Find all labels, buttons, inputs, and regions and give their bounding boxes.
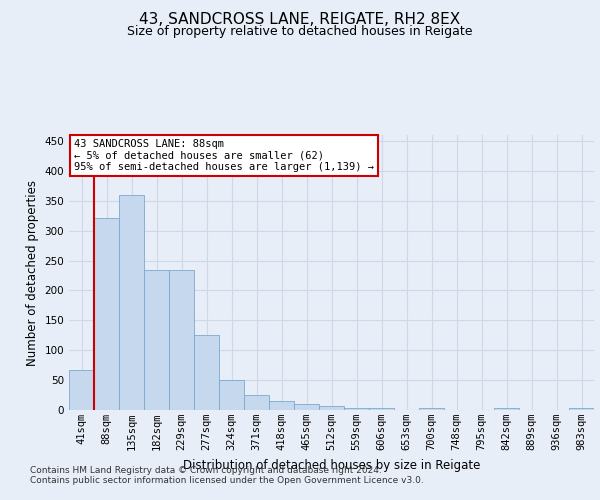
Bar [119, 195, 144, 410]
Bar [94, 218, 119, 410]
Bar [194, 334, 219, 410]
Bar [369, 408, 394, 410]
Text: Size of property relative to detached houses in Reigate: Size of property relative to detached ho… [127, 25, 473, 38]
Bar [269, 401, 294, 410]
Bar [319, 406, 344, 410]
Bar [569, 408, 594, 410]
Text: 43 SANDCROSS LANE: 88sqm
← 5% of detached houses are smaller (62)
95% of semi-de: 43 SANDCROSS LANE: 88sqm ← 5% of detache… [74, 139, 374, 172]
Bar [219, 380, 244, 410]
X-axis label: Distribution of detached houses by size in Reigate: Distribution of detached houses by size … [183, 458, 480, 471]
Bar [144, 270, 169, 410]
Bar [294, 404, 319, 410]
Y-axis label: Number of detached properties: Number of detached properties [26, 180, 39, 366]
Bar [494, 408, 519, 410]
Bar [344, 408, 369, 410]
Bar [244, 395, 269, 410]
Text: Contains HM Land Registry data © Crown copyright and database right 2024.
Contai: Contains HM Land Registry data © Crown c… [30, 466, 424, 485]
Bar [69, 370, 94, 410]
Text: 43, SANDCROSS LANE, REIGATE, RH2 8EX: 43, SANDCROSS LANE, REIGATE, RH2 8EX [139, 12, 461, 28]
Bar [169, 270, 194, 410]
Bar [419, 408, 444, 410]
